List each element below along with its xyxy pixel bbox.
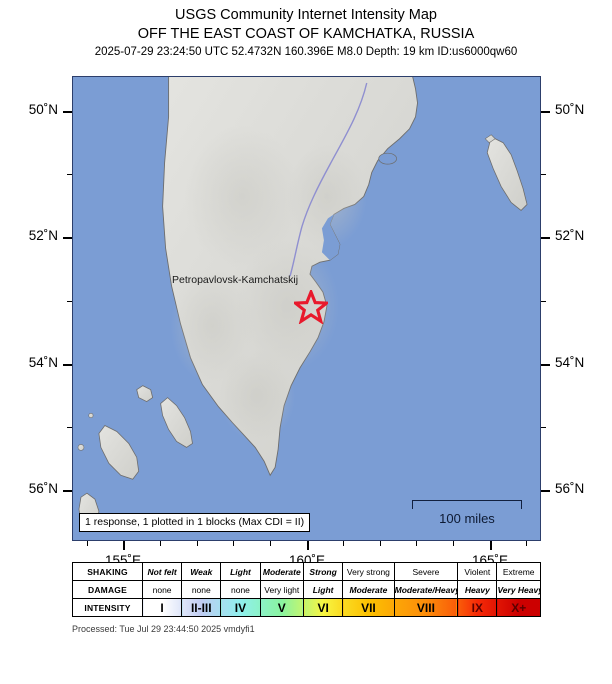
- lat-minortick-left-53: [67, 301, 72, 302]
- map-header: USGS Community Internet Intensity Map OF…: [0, 0, 612, 61]
- lat-minortick-right-51: [541, 427, 546, 428]
- scale-bar: 100 miles: [412, 500, 522, 526]
- legend-damage-cell-i: none: [141, 580, 183, 599]
- legend-intensity-cell-iv: IV: [220, 598, 261, 617]
- lat-label-right-50: 56˚N: [555, 481, 585, 496]
- legend-damage-cell-iv: none: [220, 580, 261, 599]
- legend-intensity-cell-ii-iii: II-III: [181, 598, 222, 617]
- lon-minortick-159: [270, 541, 271, 546]
- legend-row-label-damage: DAMAGE: [72, 580, 143, 599]
- lake: [378, 152, 397, 165]
- legend-shaking-cell-ix: Violent: [457, 562, 498, 581]
- coastal-bay: [321, 214, 340, 261]
- lat-tick-right-52: [541, 364, 550, 366]
- legend-row-shaking: SHAKING Not felt Weak Light Moderate Strong V…: [72, 562, 541, 581]
- lon-minortick-161: [343, 541, 344, 546]
- lon-minortick-156: [160, 541, 161, 546]
- legend-intensity-cell-vi: VI: [303, 598, 344, 617]
- lat-label-left-54: 52˚N: [28, 228, 58, 243]
- legend-shaking-cell-viii: Severe: [393, 562, 459, 581]
- lon-minortick-154: [87, 541, 88, 546]
- legend-intensity-cell-viii: VIII: [393, 598, 459, 617]
- legend-intensity-cell-vii: VII: [342, 598, 395, 617]
- map-plot-area[interactable]: Petropavlovsk-Kamchatskij 1 response, 1 …: [72, 76, 541, 541]
- lat-label-left-52: 54˚N: [28, 355, 58, 370]
- legend-intensity-cell-x+: X+: [496, 598, 541, 617]
- lat-minortick-left-51: [67, 427, 72, 428]
- legend-intensity-cell-v: V: [259, 598, 305, 617]
- lat-tick-left-56: [63, 111, 72, 113]
- lat-label-left-50: 56˚N: [28, 481, 58, 496]
- lon-tick-155: [123, 541, 125, 550]
- scale-bar-line: [412, 500, 522, 509]
- legend-shaking-cell-vi: Strong: [303, 562, 344, 581]
- river-line: [289, 82, 368, 277]
- lon-tick-165: [490, 541, 492, 550]
- lat-tick-right-50: [541, 490, 550, 492]
- response-count-box: 1 response, 1 plotted in 1 blocks (Max C…: [79, 513, 311, 532]
- legend-shaking-cell-v: Moderate: [259, 562, 305, 581]
- legend-row-damage: DAMAGE none none none Very light Light Modera…: [72, 580, 541, 599]
- legend-damage-cell-vii: Moderate: [342, 580, 395, 599]
- lat-tick-left-54: [63, 237, 72, 239]
- legend-row-label-shaking: SHAKING: [72, 562, 143, 581]
- lat-label-right-56: 50˚N: [555, 102, 585, 117]
- lon-minortick-164: [453, 541, 454, 546]
- legend-row-intensity: INTENSITY I II-III IV V VI VII VIII IX X+: [72, 598, 541, 617]
- city-label-petropavlovsk: Petropavlovsk-Kamchatskij: [172, 274, 299, 286]
- legend-damage-cell-x+: Very Heavy: [496, 580, 541, 599]
- scale-bar-label: 100 miles: [439, 511, 495, 526]
- lat-label-right-52: 54˚N: [555, 355, 585, 370]
- intensity-legend-table: SHAKING Not felt Weak Light Moderate Strong V…: [72, 562, 541, 617]
- lat-minortick-left-55: [67, 174, 72, 175]
- lat-tick-left-50: [63, 490, 72, 492]
- lat-label-left-56: 50˚N: [28, 102, 58, 117]
- lat-label-right-54: 52˚N: [555, 228, 585, 243]
- lat-tick-left-52: [63, 364, 72, 366]
- legend-shaking-cell-iv: Light: [220, 562, 261, 581]
- lat-tick-right-54: [541, 237, 550, 239]
- legend-shaking-cell-x+: Extreme: [496, 562, 541, 581]
- legend-row-label-intensity: INTENSITY: [72, 598, 143, 617]
- lat-tick-right-56: [541, 111, 550, 113]
- lat-minortick-right-53: [541, 301, 546, 302]
- lat-minortick-right-55: [541, 174, 546, 175]
- lon-minortick-162: [380, 541, 381, 546]
- lon-minortick-166: [526, 541, 527, 546]
- event-metadata-line: 2025-07-29 23:24:50 UTC 52.4732N 160.396…: [94, 46, 518, 58]
- legend-shaking-cell-vii: Very strong: [342, 562, 395, 581]
- legend-intensity-cell-i: I: [141, 598, 183, 617]
- page-title: USGS Community Internet Intensity Map: [175, 7, 437, 23]
- legend-damage-cell-ix: Heavy: [457, 580, 498, 599]
- legend-damage-cell-v: Very light: [259, 580, 305, 599]
- lon-minortick-157: [197, 541, 198, 546]
- kuril-islands: [77, 385, 193, 532]
- legend-shaking-cell-ii-iii: Weak: [181, 562, 222, 581]
- star-icon: [294, 290, 328, 324]
- lon-tick-160: [307, 541, 309, 550]
- lon-minortick-163: [416, 541, 417, 546]
- legend-shaking-cell-i: Not felt: [141, 562, 183, 581]
- processed-footer: Processed: Tue Jul 29 23:44:50 2025 vmdy…: [72, 624, 255, 634]
- legend-damage-cell-ii-iii: none: [181, 580, 222, 599]
- legend-intensity-cell-ix: IX: [457, 598, 498, 617]
- legend-damage-cell-vi: Light: [303, 580, 344, 599]
- commander-island: [484, 134, 528, 211]
- legend-damage-cell-viii: Moderate/Heavy: [393, 580, 459, 599]
- lon-minortick-158: [233, 541, 234, 546]
- landmass-layer: [77, 77, 528, 532]
- event-region-title: OFF THE EAST COAST OF KAMCHATKA, RUSSIA: [137, 26, 475, 42]
